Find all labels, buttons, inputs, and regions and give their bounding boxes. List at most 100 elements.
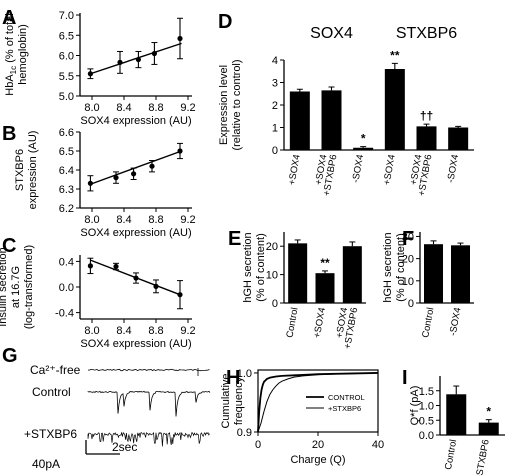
y-axis-label: Q*f (pA)	[409, 386, 421, 426]
data-point	[131, 171, 137, 177]
data-point	[149, 163, 155, 169]
panel-h: 0.9 1.0 0 20 40 Charge (Q) Cumulative frequency…	[220, 368, 384, 466]
y-axis-label: Insulin secretion	[0, 247, 9, 327]
panel-e: 0 10 20 hGH secretion (% of content) Control *…	[242, 232, 366, 350]
y-axis-label: frequency	[233, 376, 245, 425]
panel-letter-h: H	[226, 367, 240, 389]
bar	[289, 91, 310, 150]
y-tick-label: 1.0	[237, 368, 252, 380]
y-tick-label: 6.0	[59, 51, 74, 63]
data-point	[87, 263, 93, 269]
y-axis-label: hGH secretion	[382, 232, 394, 302]
x-tick-label: 9.2	[180, 325, 195, 337]
y-tick-label: 1.5	[419, 386, 434, 398]
x-tick-label: 8.8	[148, 102, 163, 114]
legend-label: CONTROL	[328, 393, 365, 402]
bar	[384, 69, 405, 150]
data-point	[113, 175, 119, 181]
trace-line	[87, 431, 210, 447]
data-point	[177, 148, 183, 154]
y-tick-label: 6.2	[59, 203, 74, 215]
x-tick-label: +SOX4	[312, 307, 328, 339]
y-tick-label: 6.3	[59, 184, 74, 196]
fit-line	[90, 42, 182, 75]
x-tick-label: +STXBP6	[474, 439, 492, 476]
x-tick-label: 8.4	[116, 102, 131, 114]
y-tick-label: 20	[266, 241, 278, 253]
bar	[424, 244, 443, 303]
y-tick-label: 0	[272, 145, 278, 157]
y-tick-label: 2	[272, 100, 278, 112]
x-tick-label: Control	[284, 307, 300, 339]
y-axis-label: Expression level	[218, 65, 230, 145]
panel-d: 0 1 2 3 4 Expression level (relative to contro…	[218, 25, 474, 197]
y-axis-label: expression (AU)	[27, 131, 39, 210]
bar	[353, 147, 374, 150]
scale-bar-time-label: 2sec	[112, 440, 137, 454]
x-tick-label: Control	[420, 307, 436, 339]
panel-letter-i: I	[402, 367, 408, 389]
y-tick-label: 10	[402, 276, 414, 288]
trace-line	[87, 368, 210, 372]
y-axis-label-part: (% of total	[4, 13, 16, 66]
scale-bar-current-label: 40pA	[32, 457, 60, 471]
data-point	[153, 283, 159, 289]
x-axis-label: SOX4 expression (AU)	[80, 338, 191, 350]
x-tick-label: +SOX4	[382, 154, 398, 186]
y-tick-label: 0.0	[59, 282, 74, 294]
y-tick-label: 0.9	[237, 427, 252, 439]
y-axis-label-subscript: 1c	[9, 66, 18, 74]
y-tick-label: 0.5	[419, 415, 434, 427]
y-tick-label: 3	[272, 78, 278, 90]
y-axis-label: (log-transformed)	[23, 245, 35, 329]
y-tick-label: 10	[266, 270, 278, 282]
y-tick-label: 1	[272, 123, 278, 135]
bar	[321, 90, 342, 150]
data-point	[133, 275, 139, 281]
series-line	[257, 372, 379, 433]
significance-mark: ††	[420, 109, 433, 123]
x-tick-label: 9.2	[180, 214, 195, 226]
y-tick-label: 0.0	[419, 430, 434, 442]
y-axis-label: HbA1c (% of total	[4, 13, 18, 95]
y-axis-label: (relative to control)	[231, 59, 243, 150]
x-axis-label: SOX4 expression (AU)	[80, 115, 191, 127]
panel-letter-e: E	[228, 228, 241, 250]
panel-letter-f: F	[402, 228, 414, 250]
x-tick-label: -SOX4	[350, 154, 366, 184]
x-tick-label: 8.4	[116, 214, 131, 226]
x-tick-label: 20	[312, 439, 324, 451]
significance-mark: *	[361, 132, 366, 146]
panel-letter-g: G	[2, 345, 18, 367]
y-tick-label: 0	[408, 298, 414, 310]
y-axis-label: (% of content)	[255, 233, 267, 301]
group-label: SOX4	[310, 25, 353, 42]
panel-g: Ca²⁺-free Control +STXBP6 2sec 40pA	[24, 363, 211, 471]
bar	[448, 127, 469, 150]
y-tick-label: 20	[402, 254, 414, 266]
data-point	[113, 263, 119, 270]
panel-letter-b: B	[2, 123, 16, 145]
x-tick-label: 0	[255, 439, 261, 451]
group-label: STXBP6	[396, 25, 457, 42]
data-point	[151, 50, 157, 57]
y-tick-label: 4	[272, 55, 278, 67]
bar	[288, 243, 308, 303]
x-tick-label: +SOX4	[287, 154, 303, 186]
x-tick-label: Control	[443, 439, 459, 471]
data-point	[177, 292, 183, 298]
panel-letter-a: A	[2, 7, 16, 29]
bar	[416, 126, 437, 150]
significance-mark: **	[390, 48, 400, 62]
data-point	[135, 56, 141, 63]
x-tick-label: 8.0	[84, 102, 99, 114]
panel-f: 0 10 20 30 hGH secretion (% of content) Contro…	[382, 231, 474, 339]
trace-label: Control	[32, 385, 71, 399]
data-point	[177, 35, 183, 42]
trace-label: Ca²⁺-free	[30, 363, 81, 377]
y-tick-label: 1.0	[419, 401, 434, 413]
x-tick-label: -SOX4	[445, 154, 461, 184]
y-axis-label: hemoglobin)	[17, 24, 29, 85]
